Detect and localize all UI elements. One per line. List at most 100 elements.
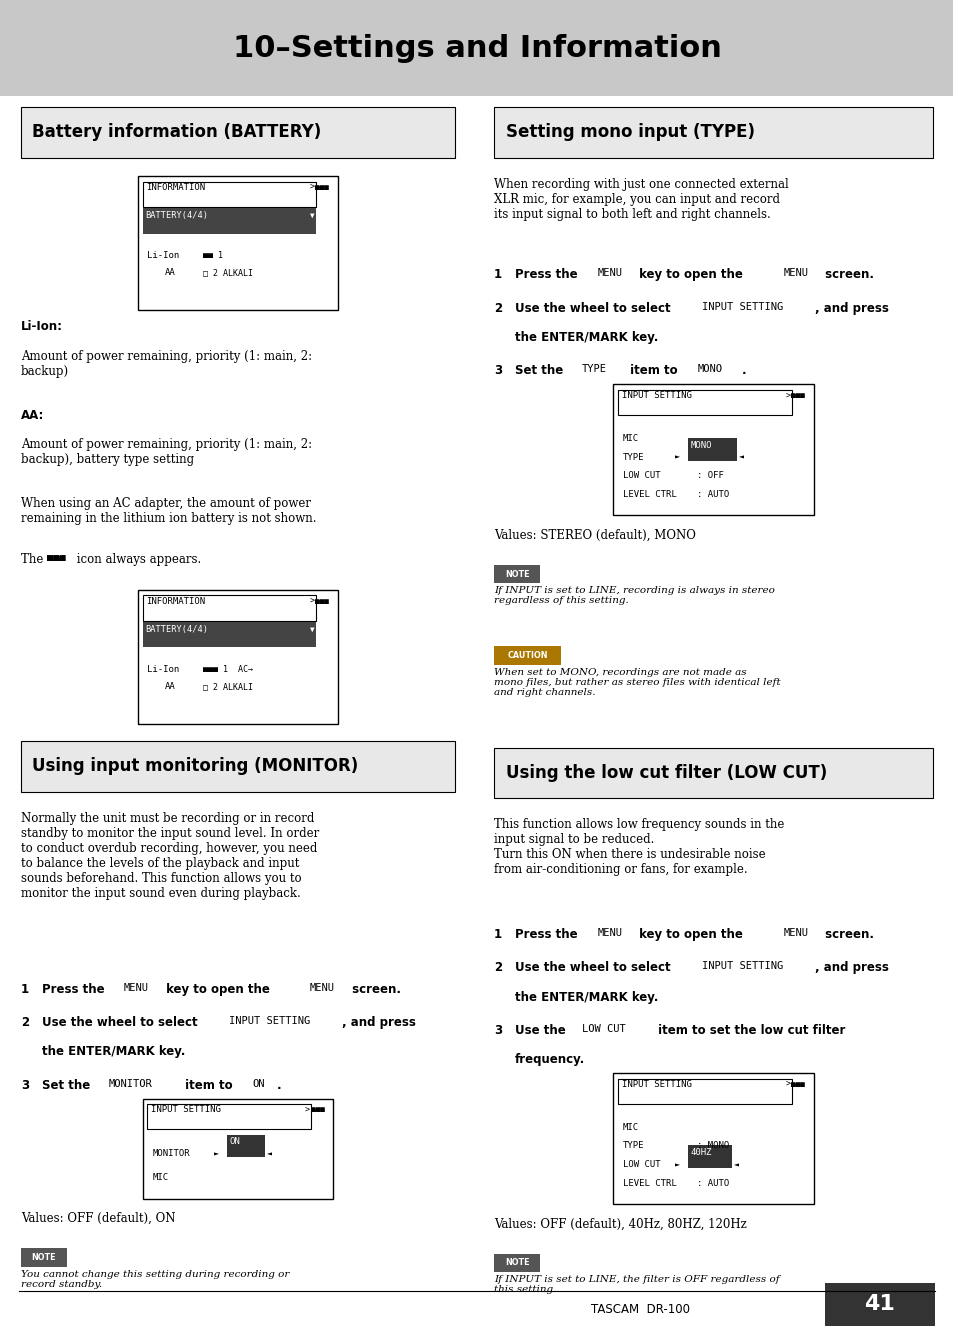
Text: the ENTER/MARK key.: the ENTER/MARK key.	[515, 331, 658, 344]
Text: >: >	[309, 183, 314, 192]
Text: BATTERY(4/4): BATTERY(4/4)	[146, 211, 209, 220]
Text: 1: 1	[21, 983, 30, 996]
Text: 10–Settings and Information: 10–Settings and Information	[233, 33, 720, 63]
FancyBboxPatch shape	[21, 107, 455, 158]
FancyBboxPatch shape	[494, 107, 932, 158]
Text: Use the wheel to select: Use the wheel to select	[515, 961, 674, 975]
Text: MONO: MONO	[690, 441, 712, 450]
Text: key to open the: key to open the	[635, 268, 746, 282]
Text: item to: item to	[181, 1079, 236, 1092]
Text: 3: 3	[494, 364, 502, 378]
Text: key to open the: key to open the	[635, 928, 746, 941]
Text: ■■■: ■■■	[311, 1105, 324, 1115]
Text: .: .	[741, 364, 746, 378]
Text: , and press: , and press	[814, 961, 887, 975]
Text: MENU: MENU	[124, 983, 149, 992]
Text: When recording with just one connected external
XLR mic, for example, you can in: When recording with just one connected e…	[494, 178, 788, 220]
Text: MENU: MENU	[310, 983, 335, 992]
Text: >: >	[309, 597, 314, 606]
Text: icon always appears.: icon always appears.	[73, 553, 201, 566]
Text: 3: 3	[21, 1079, 30, 1092]
FancyBboxPatch shape	[494, 748, 932, 798]
Text: TASCAM  DR-100: TASCAM DR-100	[591, 1303, 690, 1316]
Text: Li-Ion: Li-Ion	[147, 251, 179, 260]
FancyBboxPatch shape	[143, 208, 316, 234]
Text: Battery information (BATTERY): Battery information (BATTERY)	[32, 123, 321, 142]
FancyBboxPatch shape	[143, 182, 316, 207]
Text: Use the: Use the	[515, 1024, 570, 1037]
Text: item to: item to	[625, 364, 680, 378]
Text: ►: ►	[213, 1149, 219, 1159]
Text: 1: 1	[494, 268, 502, 282]
Text: LOW CUT: LOW CUT	[622, 471, 659, 481]
Text: CAUTION: CAUTION	[507, 651, 547, 659]
FancyBboxPatch shape	[494, 646, 560, 665]
Text: Press the: Press the	[515, 268, 581, 282]
Text: When using an AC adapter, the amount of power
remaining in the lithium ion batte: When using an AC adapter, the amount of …	[21, 497, 316, 525]
Text: MIC: MIC	[622, 434, 639, 443]
Text: screen.: screen.	[348, 983, 401, 996]
Text: Amount of power remaining, priority (1: main, 2:
backup), battery type setting: Amount of power remaining, priority (1: …	[21, 438, 312, 466]
FancyBboxPatch shape	[143, 1099, 334, 1199]
Text: screen.: screen.	[821, 268, 874, 282]
Text: 1: 1	[494, 928, 502, 941]
Text: INPUT SETTING: INPUT SETTING	[621, 1080, 691, 1089]
Text: ■■ 1: ■■ 1	[202, 251, 222, 260]
Text: ■■■: ■■■	[314, 597, 329, 606]
Text: ►: ►	[675, 453, 679, 462]
Text: , and press: , and press	[814, 302, 887, 315]
FancyBboxPatch shape	[147, 1104, 311, 1129]
Text: ►: ►	[675, 1160, 679, 1169]
Text: The: The	[21, 553, 47, 566]
Text: MENU: MENU	[782, 268, 807, 278]
FancyBboxPatch shape	[618, 1079, 791, 1104]
Text: MONITOR: MONITOR	[152, 1149, 190, 1159]
Text: If INPUT is set to LINE, recording is always in stereo
regardless of this settin: If INPUT is set to LINE, recording is al…	[494, 586, 774, 606]
Text: : AUTO: : AUTO	[697, 490, 729, 499]
Text: MIC: MIC	[622, 1123, 639, 1132]
Text: : OFF: : OFF	[697, 471, 723, 481]
Text: AA: AA	[165, 682, 175, 692]
Text: Values: OFF (default), 40Hz, 80HZ, 120Hz: Values: OFF (default), 40Hz, 80HZ, 120Hz	[494, 1218, 746, 1231]
Text: Li-Ion:: Li-Ion:	[21, 320, 63, 334]
Text: MIC: MIC	[152, 1173, 168, 1183]
Text: □ 2 ALKALI: □ 2 ALKALI	[202, 682, 253, 692]
Text: This function allows low frequency sounds in the
input signal to be reduced.
Tur: This function allows low frequency sound…	[494, 818, 783, 876]
Text: AA: AA	[165, 268, 175, 278]
Text: Amount of power remaining, priority (1: main, 2:
backup): Amount of power remaining, priority (1: …	[21, 350, 312, 378]
FancyBboxPatch shape	[138, 590, 337, 724]
FancyBboxPatch shape	[824, 1283, 934, 1326]
Text: >: >	[305, 1105, 310, 1115]
Text: INPUT SETTING: INPUT SETTING	[229, 1016, 310, 1025]
FancyBboxPatch shape	[613, 1073, 813, 1204]
Text: ■■■: ■■■	[47, 553, 66, 562]
Text: 2: 2	[21, 1016, 30, 1029]
Text: key to open the: key to open the	[162, 983, 274, 996]
Text: the ENTER/MARK key.: the ENTER/MARK key.	[42, 1045, 185, 1059]
Text: BATTERY(4/4): BATTERY(4/4)	[146, 625, 209, 634]
Text: screen.: screen.	[821, 928, 874, 941]
Text: ON: ON	[253, 1079, 265, 1088]
Text: INFORMATION: INFORMATION	[147, 597, 205, 606]
Text: MENU: MENU	[782, 928, 807, 937]
Text: Use the wheel to select: Use the wheel to select	[42, 1016, 201, 1029]
Text: 2: 2	[494, 302, 502, 315]
Text: LEVEL CTRL: LEVEL CTRL	[622, 1179, 676, 1188]
FancyBboxPatch shape	[618, 390, 791, 415]
Text: TYPE: TYPE	[581, 364, 606, 374]
Text: Set the: Set the	[515, 364, 567, 378]
Text: item to set the low cut filter: item to set the low cut filter	[654, 1024, 845, 1037]
Text: Values: STEREO (default), MONO: Values: STEREO (default), MONO	[494, 529, 696, 542]
Text: INPUT SETTING: INPUT SETTING	[701, 302, 782, 311]
Text: .: .	[276, 1079, 281, 1092]
Text: ◄: ◄	[266, 1149, 272, 1159]
Text: ■■■: ■■■	[314, 183, 329, 192]
Text: Use the wheel to select: Use the wheel to select	[515, 302, 674, 315]
Text: MONITOR: MONITOR	[109, 1079, 152, 1088]
FancyBboxPatch shape	[687, 1145, 731, 1168]
Text: ■■■: ■■■	[790, 1080, 804, 1089]
Text: 3: 3	[494, 1024, 502, 1037]
Text: ◄: ◄	[733, 1160, 738, 1169]
FancyBboxPatch shape	[226, 1135, 264, 1157]
Text: : MONO: : MONO	[697, 1141, 729, 1151]
